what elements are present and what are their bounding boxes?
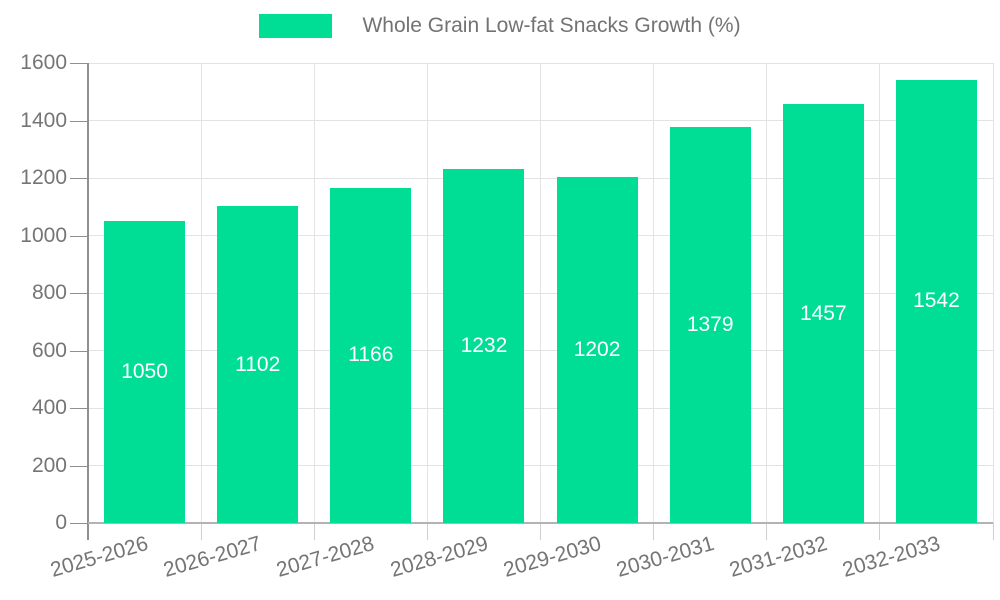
x-tick-label: 2027-2028 xyxy=(274,532,378,582)
y-tick-label: 1400 xyxy=(20,108,67,132)
x-tick-label: 2029-2030 xyxy=(500,532,604,582)
gridline-vertical xyxy=(879,63,881,523)
bar-value-label: 1102 xyxy=(235,352,281,376)
bar-2030-2031[interactable] xyxy=(669,126,751,523)
gridline-vertical xyxy=(540,63,541,523)
gridline-vertical xyxy=(766,63,768,523)
x-axis-tick xyxy=(879,523,881,540)
gridline-vertical xyxy=(426,63,428,523)
bar-2025-2026[interactable] xyxy=(104,221,186,523)
bar-value-label: 1050 xyxy=(121,360,168,384)
bar-value-label: 1202 xyxy=(573,338,621,362)
legend-label: Whole Grain Low-fat Snacks Growth (%) xyxy=(362,14,741,37)
y-axis-tick xyxy=(70,235,88,237)
bar-2027-2028[interactable] xyxy=(330,187,412,523)
x-tick-label: 2025-2026 xyxy=(48,532,151,582)
y-tick-label: 1000 xyxy=(20,223,67,247)
x-tick-label: 2028-2029 xyxy=(387,532,491,582)
bar-2032-2033[interactable] xyxy=(895,79,977,523)
y-tick-label: 200 xyxy=(31,453,67,477)
gridline-vertical xyxy=(200,63,202,523)
y-axis-tick xyxy=(70,523,88,524)
bar-2031-2032[interactable] xyxy=(782,104,864,523)
x-axis-tick xyxy=(200,523,202,540)
x-tick-label: 2030-2031 xyxy=(613,532,717,582)
bar-value-label: 1542 xyxy=(913,289,960,313)
x-axis-tick xyxy=(313,523,315,540)
bar-value-label: 1379 xyxy=(686,312,734,336)
x-axis-tick xyxy=(992,523,994,540)
gridline-vertical xyxy=(313,63,315,523)
bar-value-label: 1166 xyxy=(348,343,394,367)
x-tick-label: 2031-2032 xyxy=(726,532,830,582)
y-tick-label: 400 xyxy=(31,396,67,419)
y-axis-tick xyxy=(70,120,88,122)
y-axis-tick xyxy=(70,408,88,409)
legend[interactable]: Whole Grain Low-fat Snacks Growth (%) xyxy=(0,14,1000,38)
bar-2026-2027[interactable] xyxy=(217,206,299,523)
y-axis-tick xyxy=(70,178,88,179)
bar-value-label: 1457 xyxy=(799,301,847,325)
y-axis-tick xyxy=(70,293,88,294)
x-axis-tick xyxy=(766,523,768,540)
y-axis-line xyxy=(87,63,89,540)
x-axis-tick xyxy=(540,523,541,540)
y-axis-tick xyxy=(70,465,88,467)
gridline-vertical xyxy=(992,63,994,523)
y-tick-label: 800 xyxy=(31,281,67,304)
x-axis-line xyxy=(88,522,993,524)
bar-2029-2030[interactable] xyxy=(556,177,638,523)
bar-2028-2029[interactable] xyxy=(443,168,525,523)
x-axis-tick xyxy=(426,523,428,540)
y-axis-tick xyxy=(70,350,88,352)
y-tick-label: 600 xyxy=(31,338,67,362)
y-axis-tick xyxy=(70,63,88,64)
x-tick-label: 2026-2027 xyxy=(161,532,265,582)
gridline-vertical xyxy=(653,63,655,523)
y-tick-label: 1600 xyxy=(20,51,67,74)
y-tick-label: 1200 xyxy=(20,166,67,189)
bar-value-label: 1232 xyxy=(460,333,508,357)
y-tick-label: 0 xyxy=(55,511,67,534)
legend-swatch xyxy=(259,14,333,38)
x-tick-label: 2032-2033 xyxy=(839,532,943,582)
x-axis-tick xyxy=(653,523,655,540)
